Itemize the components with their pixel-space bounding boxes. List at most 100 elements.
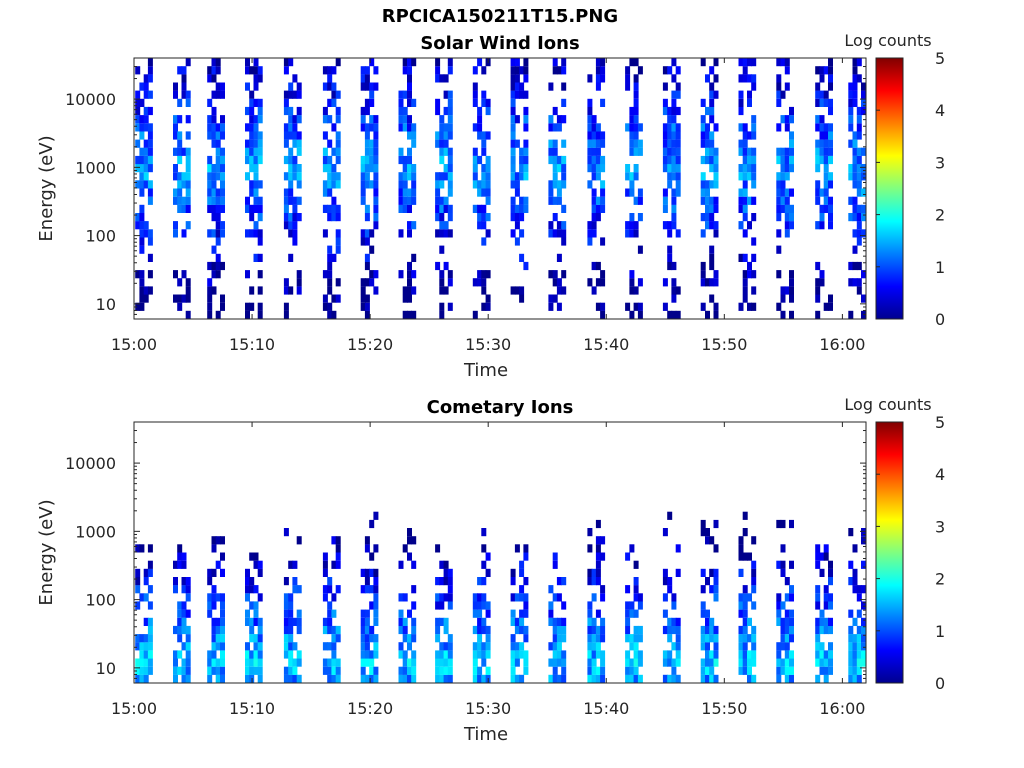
heatmap-cell <box>828 66 833 75</box>
heatmap-cell <box>751 123 757 132</box>
heatmap-cell <box>780 634 786 643</box>
heatmap-cell <box>856 74 862 83</box>
heatmap-cell <box>815 617 821 626</box>
heatmap-cell <box>819 278 825 287</box>
heatmap-cell <box>556 164 562 173</box>
heatmap-cell <box>477 601 483 610</box>
heatmap-cell <box>335 131 341 140</box>
heatmap-cell <box>373 674 379 683</box>
heatmap-cell <box>510 229 516 238</box>
heatmap-cell <box>181 601 187 610</box>
heatmap-cell <box>780 115 786 124</box>
heatmap-cell <box>510 180 516 189</box>
heatmap-cell <box>477 577 483 586</box>
heatmap-cell <box>861 188 866 197</box>
heatmap-cell <box>292 674 298 683</box>
heatmap-cell <box>335 544 341 553</box>
heatmap-cell <box>139 131 145 140</box>
heatmap-cell <box>139 164 145 173</box>
heatmap-cell <box>828 106 833 116</box>
heatmap-cell <box>364 74 370 83</box>
heatmap-cell <box>331 82 337 91</box>
heatmap-cell <box>713 577 719 586</box>
heatmap-cell <box>561 270 567 279</box>
heatmap-cell <box>373 642 379 651</box>
heatmap-cell <box>747 658 752 667</box>
x-tick-label: 15:20 <box>347 699 393 718</box>
heatmap-cell <box>296 650 302 659</box>
heatmap-cell <box>447 155 453 165</box>
heatmap-cell <box>519 609 525 618</box>
heatmap-cell <box>815 544 821 553</box>
heatmap-cell <box>364 617 370 626</box>
heatmap-cell <box>667 625 673 635</box>
heatmap-cell <box>220 229 225 238</box>
heatmap-cell <box>296 674 302 683</box>
heatmap-cell <box>407 270 412 279</box>
heatmap-cell <box>257 270 263 279</box>
y-tick-label: 1000 <box>75 522 116 541</box>
heatmap-cell <box>784 286 790 295</box>
x-tick-label: 15:30 <box>465 699 511 718</box>
heatmap-cell <box>713 593 719 602</box>
heatmap-cell <box>283 286 289 295</box>
heatmap-cell <box>629 278 635 287</box>
heatmap-cell <box>364 577 370 586</box>
heatmap-cell <box>742 528 748 537</box>
heatmap-cell <box>411 139 417 148</box>
heatmap-cell <box>738 139 744 148</box>
heatmap-cell <box>472 180 478 189</box>
x-tick-label: 16:00 <box>819 335 865 354</box>
heatmap-cell <box>861 634 866 643</box>
heatmap-cell <box>447 115 453 124</box>
heatmap-cell <box>185 625 191 635</box>
heatmap-cell <box>815 286 821 295</box>
heatmap-cell <box>447 58 453 67</box>
heatmap-cell <box>705 188 710 197</box>
heatmap-cell <box>633 229 639 238</box>
heatmap-cell <box>552 180 558 189</box>
heatmap-cell <box>211 213 217 222</box>
heatmap-cell <box>322 294 328 303</box>
heatmap-cell <box>742 278 748 287</box>
heatmap-cell <box>856 221 862 230</box>
heatmap-cell <box>523 106 529 116</box>
heatmap-cell <box>322 552 328 561</box>
heatmap-cell <box>373 286 379 295</box>
heatmap-cell <box>373 221 379 230</box>
heatmap-cell <box>173 164 178 173</box>
heatmap-cell <box>322 666 328 675</box>
heatmap-cell <box>398 196 404 205</box>
heatmap-cell <box>447 180 453 189</box>
heatmap-cell <box>135 544 141 553</box>
heatmap-cell <box>177 131 183 140</box>
heatmap-cell <box>292 642 298 651</box>
heatmap-cell <box>514 82 520 91</box>
heatmap-cell <box>257 237 263 246</box>
heatmap-cell <box>292 213 298 222</box>
heatmap-cell <box>283 66 289 75</box>
heatmap-cell <box>481 172 487 181</box>
heatmap-cell <box>523 66 529 75</box>
heatmap-cell <box>856 658 862 667</box>
heatmap-cell <box>398 229 404 238</box>
heatmap-cell <box>819 221 825 230</box>
heatmap-cell <box>556 155 562 165</box>
heatmap-cell <box>633 58 639 67</box>
heatmap-cell <box>828 294 833 303</box>
heatmap-cell <box>185 593 191 602</box>
heatmap-cell <box>815 188 821 197</box>
heatmap-cell <box>789 106 794 116</box>
heatmap-cell <box>331 560 337 569</box>
heatmap-cell <box>556 674 562 683</box>
heatmap-cell <box>447 302 453 311</box>
y-axis-label: Energy (eV) <box>36 499 57 605</box>
heatmap-cell <box>633 560 639 569</box>
heatmap-cell <box>147 601 153 610</box>
heatmap-cell <box>523 139 529 148</box>
heatmap-cell <box>181 180 187 189</box>
heatmap-cell <box>523 609 529 618</box>
heatmap-cell <box>398 642 404 651</box>
heatmap-cell <box>747 98 752 107</box>
heatmap-cell <box>360 609 366 618</box>
